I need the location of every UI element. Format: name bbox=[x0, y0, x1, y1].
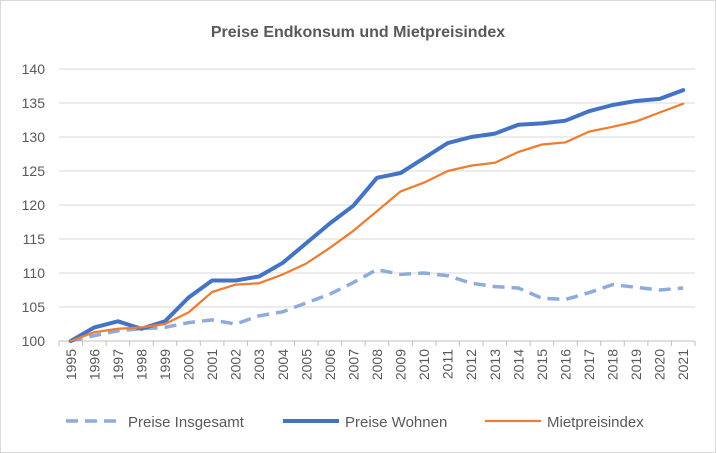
gridlines bbox=[59, 68, 695, 342]
x-tick-label: 2017 bbox=[581, 349, 597, 380]
legend-label-3: Mietpreisindex bbox=[547, 414, 644, 431]
x-tick-label: 2009 bbox=[393, 349, 409, 380]
x-tick-label: 2015 bbox=[534, 349, 550, 380]
y-tick-label: 110 bbox=[23, 265, 46, 281]
x-tick-label: 2000 bbox=[181, 349, 197, 380]
x-tick-label: 1996 bbox=[86, 349, 102, 380]
x-tick-label: 2021 bbox=[675, 349, 691, 380]
series-line-3 bbox=[69, 102, 685, 343]
x-tick-label: 2011 bbox=[440, 349, 456, 379]
x-tick-label: 1999 bbox=[157, 349, 173, 380]
y-tick-label: 130 bbox=[22, 129, 46, 145]
x-tick-label: 2018 bbox=[605, 349, 621, 380]
x-tick-label: 2012 bbox=[463, 349, 479, 380]
x-tick-label: 1997 bbox=[110, 349, 126, 380]
x-tick-label: 2010 bbox=[416, 349, 432, 380]
x-tick-label: 2005 bbox=[298, 349, 314, 380]
y-tick-label: 135 bbox=[22, 95, 46, 111]
x-tick-label: 2008 bbox=[369, 349, 385, 380]
legend-label-2: Preise Wohnen bbox=[345, 414, 447, 431]
y-tick-label: 105 bbox=[22, 299, 46, 315]
y-tick-label: 140 bbox=[22, 61, 46, 77]
legend: Preise Insgesamt Preise Wohnen Mietpreisin… bbox=[66, 414, 644, 431]
x-tick-label: 1995 bbox=[63, 349, 79, 380]
series-line-2 bbox=[68, 88, 686, 343]
x-tick-label: 2001 bbox=[204, 349, 220, 380]
y-tick-label: 115 bbox=[23, 231, 46, 247]
x-tick-label: 1998 bbox=[133, 349, 149, 380]
x-tick-label: 2007 bbox=[345, 349, 361, 380]
legend-label-1: Preise Insgesamt bbox=[128, 414, 245, 431]
x-tick-label: 2016 bbox=[557, 349, 573, 380]
x-tick-label: 2014 bbox=[510, 349, 526, 380]
x-tick-label: 2004 bbox=[275, 349, 291, 380]
y-tick-label: 100 bbox=[22, 333, 46, 349]
x-tick-label: 2002 bbox=[228, 349, 244, 380]
chart-title: Preise Endkonsum und Mietpreisindex bbox=[211, 24, 505, 41]
x-tick-label: 2019 bbox=[628, 349, 644, 380]
series-line-1 bbox=[70, 267, 684, 343]
x-tick-label: 2006 bbox=[322, 349, 338, 380]
y-tick-label: 120 bbox=[22, 197, 46, 213]
x-axis-ticks: 1995 1996 1997 1998 1999 2000 2001 2002 2003 2004… bbox=[58, 341, 696, 380]
y-axis-ticks: 100 105 110 115 120 125 130 135 140 bbox=[22, 61, 46, 349]
y-tick-label: 125 bbox=[22, 163, 46, 179]
x-tick-label: 2003 bbox=[251, 349, 267, 380]
x-tick-label: 2020 bbox=[652, 349, 668, 380]
x-tick-label: 2013 bbox=[487, 349, 503, 380]
series-lines bbox=[68, 88, 686, 343]
